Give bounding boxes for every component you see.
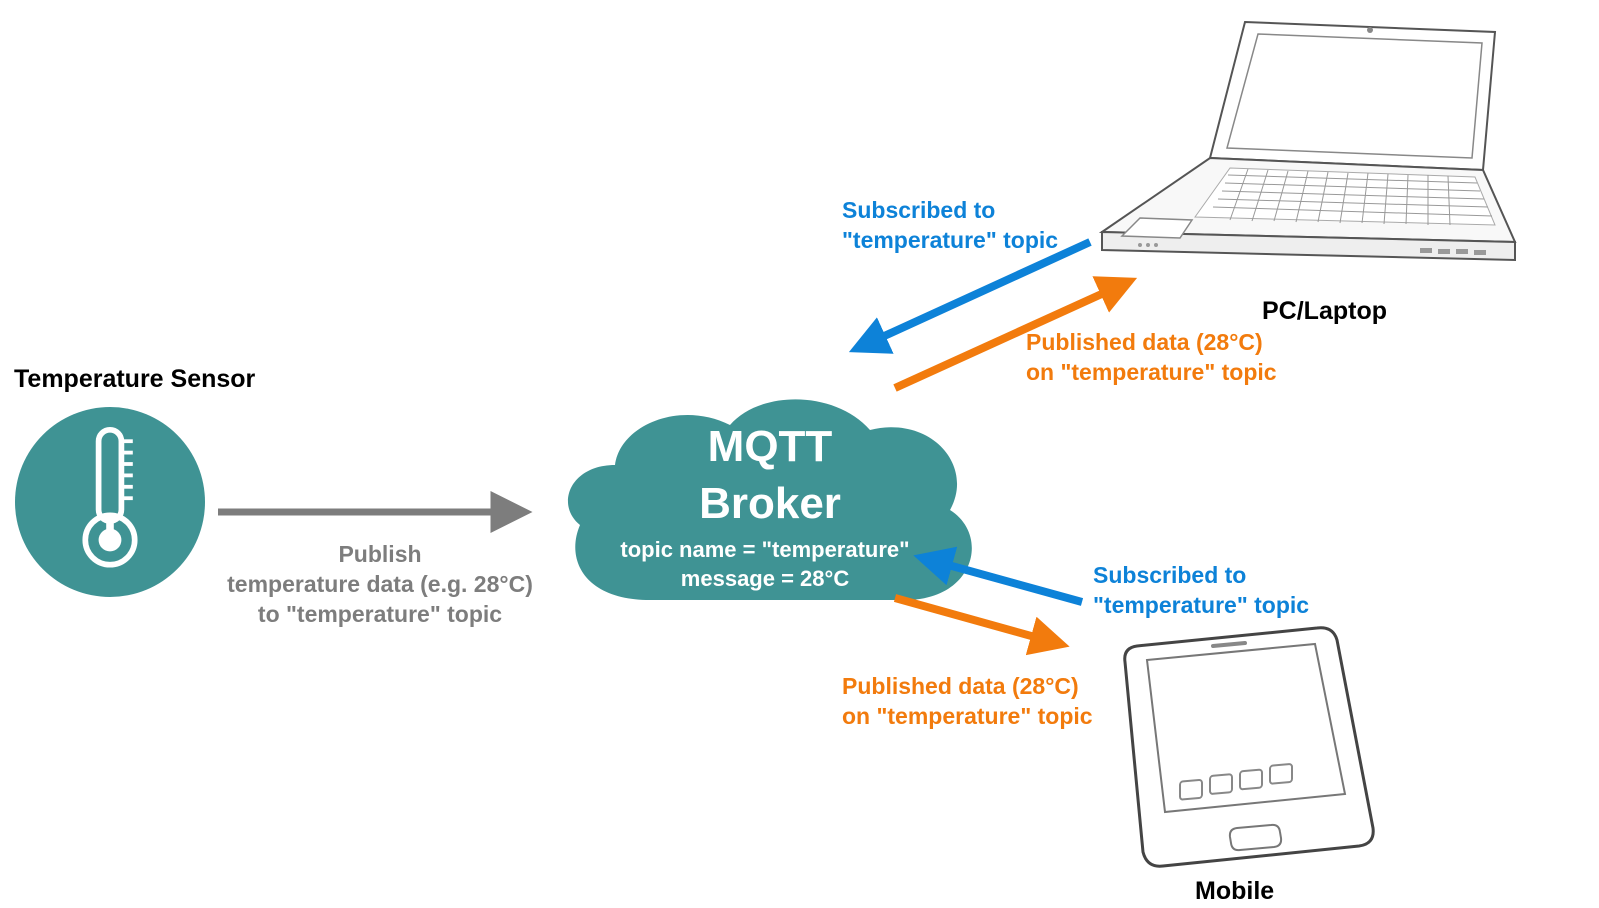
sensor-icon [15, 407, 205, 597]
laptop-subscribe-label: Subscribed to "temperature" topic [842, 196, 1058, 256]
laptop-publish-label: Published data (28°C) on "temperature" t… [1026, 328, 1277, 388]
mobile-icon [1085, 618, 1385, 878]
publish-label: Publish temperature data (e.g. 28°C) to … [225, 540, 535, 630]
laptop-label: PC/Laptop [1262, 295, 1387, 328]
broker-subtitle: topic name = "temperature" message = 28°… [590, 536, 940, 593]
broker-title: MQTT Broker [640, 418, 900, 532]
sensor-label: Temperature Sensor [14, 363, 255, 396]
laptop-icon [1080, 10, 1520, 300]
mobile-subscribe-label: Subscribed to "temperature" topic [1093, 561, 1309, 621]
mobile-publish-label: Published data (28°C) on "temperature" t… [842, 672, 1093, 732]
